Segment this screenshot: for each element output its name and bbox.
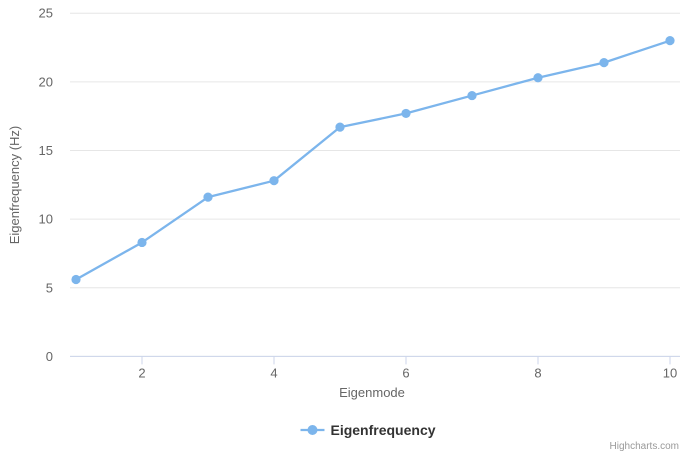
legend-label: Eigenfrequency: [330, 422, 436, 438]
x-tick-label: 10: [663, 365, 677, 380]
series-group: [71, 36, 675, 285]
data-point[interactable]: [335, 122, 345, 132]
y-tick-label: 20: [39, 74, 53, 89]
x-tick-label: 6: [402, 365, 409, 380]
series-line: [74, 39, 672, 281]
y-tick-label: 0: [46, 349, 53, 364]
x-axis-title: Eigenmode: [339, 385, 405, 400]
y-tick-label: 15: [39, 143, 53, 158]
x-tick-label: 2: [138, 365, 145, 380]
data-point[interactable]: [269, 176, 279, 186]
legend-item[interactable]: Eigenfrequency: [300, 420, 436, 440]
data-point[interactable]: [71, 274, 81, 285]
y-tick-label: 5: [46, 280, 53, 295]
y-tick-label: 25: [39, 6, 53, 21]
data-point[interactable]: [665, 36, 675, 46]
data-point[interactable]: [401, 108, 411, 119]
y-axis-title: Eigenfrequency (Hz): [7, 126, 22, 245]
y-tick-label: 10: [39, 212, 53, 227]
legend-marker-icon: [300, 425, 325, 435]
axes: [70, 355, 680, 365]
data-point[interactable]: [599, 58, 609, 68]
tick-labels: 2 4 6 8 10 0 5 10 15 20 25: [39, 6, 678, 381]
credits-link[interactable]: Highcharts.com: [609, 441, 679, 452]
x-tick-label: 4: [270, 365, 277, 380]
data-point[interactable]: [467, 90, 477, 101]
x-tick-label: 8: [534, 365, 541, 380]
data-point[interactable]: [203, 192, 213, 202]
data-point[interactable]: [137, 237, 147, 248]
gridlines: [70, 12, 680, 357]
data-point[interactable]: [533, 73, 543, 83]
